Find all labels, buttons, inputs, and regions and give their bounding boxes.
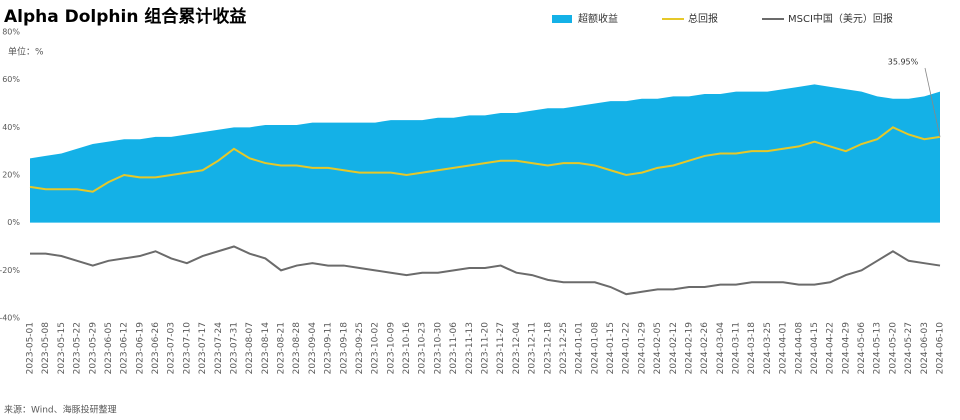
x-tick-label: 2023-09-04 [308, 322, 318, 375]
annotation: 35.95% [888, 58, 919, 67]
x-tick-label: 2023-07-24 [214, 322, 224, 375]
line [30, 245, 941, 296]
x-tick-label: 2023-11-27 [496, 322, 506, 374]
x-tick-label: 2023-07-03 [167, 322, 177, 374]
x-tick-label: 2023-06-12 [120, 322, 130, 374]
y-tick-label: 0% [7, 218, 20, 227]
y-tick-label: 80% [2, 28, 20, 37]
x-tick-label: 2024-05-13 [873, 322, 883, 374]
x-tick-label: 2024-02-12 [669, 322, 679, 374]
x-tick-label: 2023-12-18 [543, 322, 553, 375]
x-tick-label: 2024-02-19 [684, 322, 694, 375]
x-tick-label: 2024-01-29 [637, 322, 647, 375]
x-tick-label: 2023-10-23 [418, 322, 428, 374]
area [30, 84, 940, 223]
x-tick-label: 2023-10-02 [371, 322, 381, 374]
x-tick-label: 2023-08-21 [277, 322, 287, 374]
x-tick-label: 2024-04-15 [810, 322, 820, 374]
x-tick-label: 2024-05-20 [888, 322, 898, 375]
legend-label: MSCI中国（美元）回报 [788, 12, 893, 25]
x-tick-label: 2023-08-14 [261, 322, 271, 375]
x-tick-label: 2023-11-13 [465, 322, 475, 374]
y-tick-label: -20% [0, 266, 20, 275]
x-tick-label: 2024-03-04 [716, 322, 726, 375]
x-tick-label: 2024-04-01 [779, 322, 789, 374]
y-tick-label: -40% [0, 314, 20, 323]
source: 来源：Wind、海豚投研整理 [4, 404, 117, 416]
y-tick-label: 40% [2, 123, 20, 132]
annotation-leader [924, 67, 941, 137]
x-tick-label: 2024-04-29 [841, 322, 851, 375]
x-tick-label: 2024-04-08 [794, 322, 804, 375]
x-tick-label: 2023-06-05 [104, 322, 114, 374]
x-tick-label: 2023-07-17 [198, 322, 208, 374]
x-tick-label: 2023-05-08 [41, 322, 51, 375]
x-tick-label: 2023-05-15 [57, 322, 67, 374]
x-tick-label: 2023-11-06 [449, 322, 459, 375]
x-tick-label: 2023-05-01 [26, 322, 36, 374]
x-tick-label: 2023-05-22 [73, 322, 83, 374]
x-tick-label: 2023-08-07 [245, 322, 255, 374]
x-tick-label: 2024-02-05 [653, 322, 663, 374]
x-tick-label: 2024-02-26 [700, 322, 710, 375]
legend-label: 总回报 [688, 12, 718, 25]
x-tick-label: 2024-03-25 [763, 322, 773, 374]
x-tick-label: 2024-06-03 [920, 322, 930, 374]
x-tick-label: 2023-10-09 [386, 322, 396, 375]
x-tick-label: 2024-05-27 [904, 322, 914, 374]
x-tick-label: 2023-12-11 [528, 322, 538, 374]
legend-swatch [552, 15, 572, 23]
x-tick-label: 2023-05-29 [88, 322, 98, 375]
x-tick-label: 2024-01-15 [606, 322, 616, 374]
x-tick-label: 2024-06-10 [936, 322, 946, 375]
y-axis-label: 单位：% [8, 46, 44, 58]
x-tick-label: 2023-06-26 [151, 322, 161, 375]
x-tick-label: 2024-01-22 [622, 322, 632, 374]
x-tick-label: 2023-10-16 [402, 322, 412, 375]
x-tick-label: 2024-01-01 [575, 322, 585, 374]
x-tick-label: 2024-03-11 [732, 322, 742, 374]
x-tick-label: 2024-01-08 [590, 322, 600, 375]
x-tick-label: 2023-10-30 [433, 322, 443, 375]
x-tick-label: 2023-07-10 [182, 322, 192, 375]
x-tick-label: 2023-07-31 [229, 322, 239, 374]
y-tick-label: 60% [2, 75, 20, 84]
x-tick-label: 2024-04-22 [826, 322, 836, 374]
x-tick-label: 2023-12-04 [512, 322, 522, 375]
x-tick-label: 2023-09-18 [339, 322, 349, 375]
x-tick-label: 2024-03-18 [747, 322, 757, 375]
legend-label: 超额收益 [578, 12, 618, 25]
chart-title: Alpha Dolphin 组合累计收益 [4, 6, 246, 27]
x-tick-label: 2023-12-25 [559, 322, 569, 374]
x-tick-label: 2023-09-11 [324, 322, 334, 374]
x-tick-label: 2023-11-20 [481, 322, 491, 375]
x-tick-label: 2023-06-19 [135, 322, 145, 375]
x-tick-label: 2024-05-06 [857, 322, 867, 375]
x-tick-label: 2023-09-25 [355, 322, 365, 374]
x-tick-label: 2023-08-28 [292, 322, 302, 375]
line [29, 126, 941, 193]
y-tick-label: 20% [2, 171, 20, 180]
